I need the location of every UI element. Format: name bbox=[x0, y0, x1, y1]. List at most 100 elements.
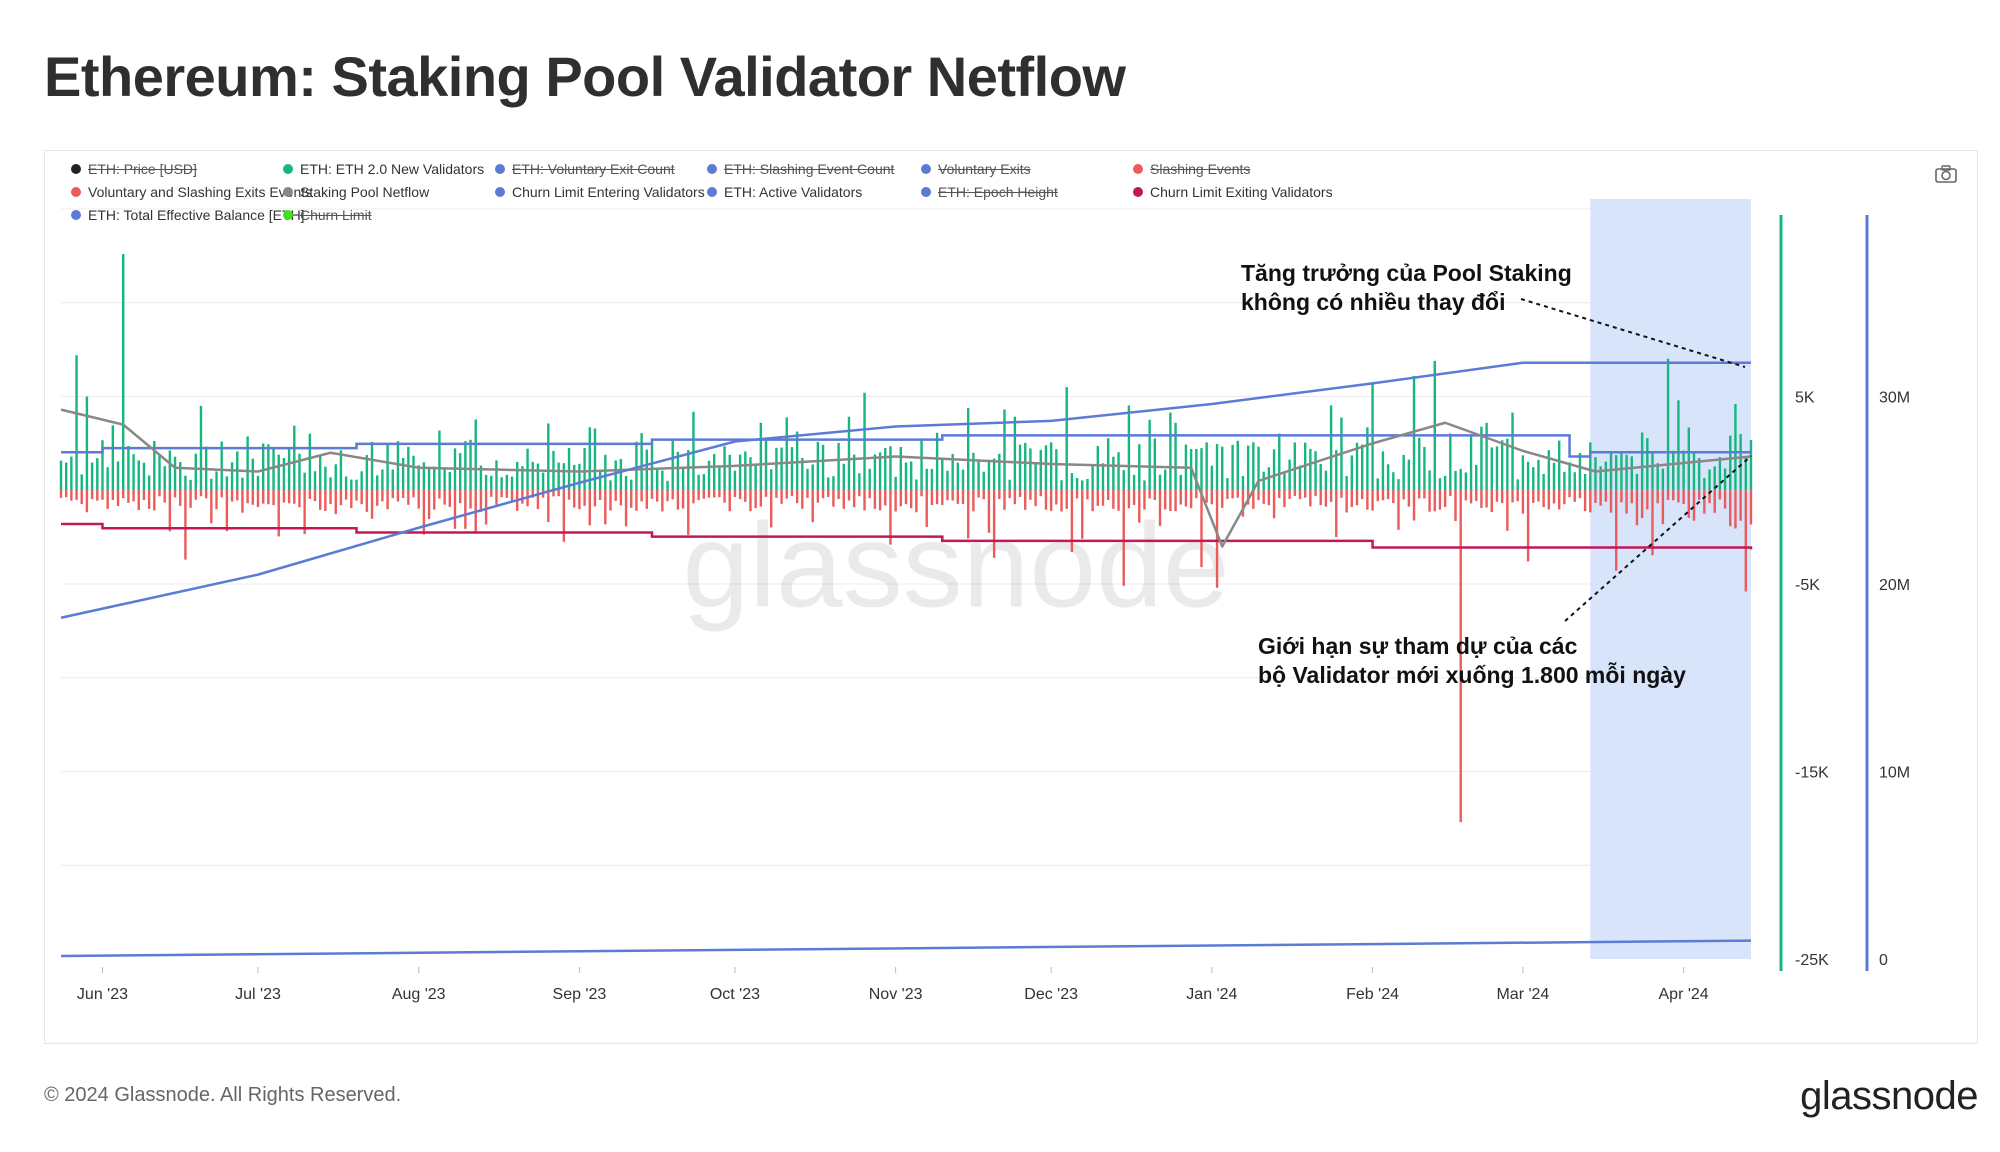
churn-exiting-line bbox=[61, 522, 1753, 550]
bar-new-validators bbox=[661, 470, 664, 491]
bar-new-validators bbox=[1164, 469, 1167, 491]
bar-new-validators bbox=[1283, 472, 1286, 491]
legend-item[interactable]: Churn Limit Exiting Validators bbox=[1133, 184, 1333, 200]
bar-exits bbox=[1656, 490, 1659, 504]
bar-exits bbox=[1262, 490, 1265, 504]
legend-item[interactable]: Churn Limit bbox=[283, 207, 372, 223]
bar-exits bbox=[510, 490, 514, 502]
bar-new-validators bbox=[210, 478, 213, 491]
legend-item[interactable]: Churn Limit Entering Validators bbox=[495, 184, 705, 200]
bar-exits bbox=[593, 490, 597, 507]
camera-icon[interactable] bbox=[1935, 165, 1957, 183]
bar-new-validators bbox=[604, 454, 607, 491]
bar-exits bbox=[889, 490, 892, 545]
bar-exits bbox=[303, 490, 306, 535]
bar-exits bbox=[267, 490, 270, 505]
bar-new-validators bbox=[1003, 409, 1006, 491]
bar-new-validators bbox=[873, 454, 877, 491]
bar-new-validators bbox=[1723, 468, 1727, 491]
bar-exits bbox=[1438, 490, 1442, 510]
bar-exits bbox=[827, 490, 830, 498]
bar-exits bbox=[770, 490, 773, 528]
active-validators-line bbox=[60, 939, 1752, 958]
bar-exits bbox=[547, 490, 550, 523]
bar-exits bbox=[391, 490, 394, 499]
bar-exits bbox=[692, 490, 695, 504]
bar-exits bbox=[941, 490, 944, 506]
bar-new-validators bbox=[1589, 442, 1592, 491]
bar-new-validators bbox=[790, 447, 794, 491]
bar-new-validators bbox=[396, 441, 400, 491]
bar-exits bbox=[899, 490, 903, 507]
bar-exits bbox=[567, 490, 571, 500]
right-axis-tick-label: 30M bbox=[1879, 390, 1910, 407]
bar-exits bbox=[85, 490, 89, 513]
bar-new-validators bbox=[251, 458, 255, 491]
bar-exits bbox=[1309, 490, 1312, 507]
legend-item[interactable]: Staking Pool Netflow bbox=[283, 184, 429, 200]
bar-exits bbox=[90, 490, 94, 500]
bar-new-validators bbox=[230, 462, 234, 491]
bar-new-validators bbox=[334, 464, 337, 491]
bar-new-validators bbox=[1049, 442, 1053, 491]
bar-exits bbox=[801, 490, 804, 509]
bar-exits bbox=[59, 490, 63, 498]
bar-new-validators bbox=[1386, 464, 1390, 491]
legend-item[interactable]: ETH: Epoch Height bbox=[921, 184, 1058, 200]
bar-exits bbox=[329, 490, 332, 505]
bar-exits bbox=[1557, 490, 1561, 510]
bar-exits bbox=[972, 490, 975, 512]
legend-item[interactable]: ETH: Voluntary Exit Count bbox=[495, 161, 675, 177]
legend-item[interactable]: ETH: Price [USD] bbox=[71, 161, 197, 177]
bar-new-validators bbox=[1635, 473, 1639, 491]
bar-exits bbox=[552, 490, 555, 497]
bar-new-validators bbox=[1345, 475, 1348, 491]
bar-exits bbox=[619, 490, 623, 506]
bar-exits bbox=[868, 490, 871, 499]
legend-dot-icon bbox=[921, 187, 931, 197]
bar-exits bbox=[780, 490, 783, 504]
legend-item[interactable]: ETH: Total Effective Balance [ETH] bbox=[71, 207, 305, 223]
bar-exits bbox=[697, 490, 700, 501]
bar-exits bbox=[1360, 490, 1364, 500]
bar-new-validators bbox=[744, 451, 747, 491]
bar-new-validators bbox=[1169, 412, 1172, 491]
bar-exits bbox=[1283, 490, 1286, 508]
bar-new-validators bbox=[624, 475, 628, 491]
bar-new-validators bbox=[407, 446, 410, 491]
bar-new-validators bbox=[1215, 444, 1219, 491]
bar-new-validators bbox=[282, 457, 286, 491]
legend-label: Staking Pool Netflow bbox=[300, 184, 430, 200]
bar-new-validators bbox=[785, 417, 788, 491]
glassnode-logo[interactable]: glassnode bbox=[1800, 1074, 1978, 1118]
bar-new-validators bbox=[1418, 437, 1421, 491]
x-axis-tick-label: Feb '24 bbox=[1346, 986, 1399, 1003]
legend-item[interactable]: Voluntary Exits bbox=[921, 161, 1031, 177]
legend-item[interactable]: Slashing Events bbox=[1133, 161, 1250, 177]
bar-exits bbox=[147, 490, 151, 509]
bar-exits bbox=[977, 490, 980, 498]
bar-new-validators bbox=[458, 453, 462, 491]
bar-new-validators bbox=[1288, 459, 1291, 491]
legend-item[interactable]: ETH: Active Validators bbox=[707, 184, 862, 200]
bar-exits bbox=[1547, 490, 1551, 510]
bar-new-validators bbox=[386, 442, 389, 491]
left-axis-tick-label: -5K bbox=[1795, 577, 1820, 594]
bar-exits bbox=[1101, 490, 1105, 506]
bar-exits bbox=[1428, 490, 1431, 512]
left-axis-tick-label: 5K bbox=[1795, 390, 1815, 407]
bar-exits bbox=[578, 490, 581, 510]
legend-item[interactable]: ETH: Slashing Event Count bbox=[707, 161, 894, 177]
annotation-top-text: không có nhiều thay đổi bbox=[1241, 289, 1506, 315]
legend-item[interactable]: ETH: ETH 2.0 New Validators bbox=[283, 161, 484, 177]
bar-exits bbox=[1443, 490, 1447, 508]
legend-label: Slashing Events bbox=[1150, 161, 1251, 177]
bar-new-validators bbox=[101, 440, 104, 491]
legend-dot-icon bbox=[921, 164, 931, 174]
bar-exits bbox=[1495, 490, 1499, 502]
bar-exits bbox=[1625, 490, 1628, 514]
bar-exits bbox=[712, 490, 716, 498]
bar-new-validators bbox=[1729, 435, 1732, 491]
bar-exits bbox=[687, 490, 690, 535]
legend-item[interactable]: Voluntary and Slashing Exits Events bbox=[71, 184, 312, 200]
